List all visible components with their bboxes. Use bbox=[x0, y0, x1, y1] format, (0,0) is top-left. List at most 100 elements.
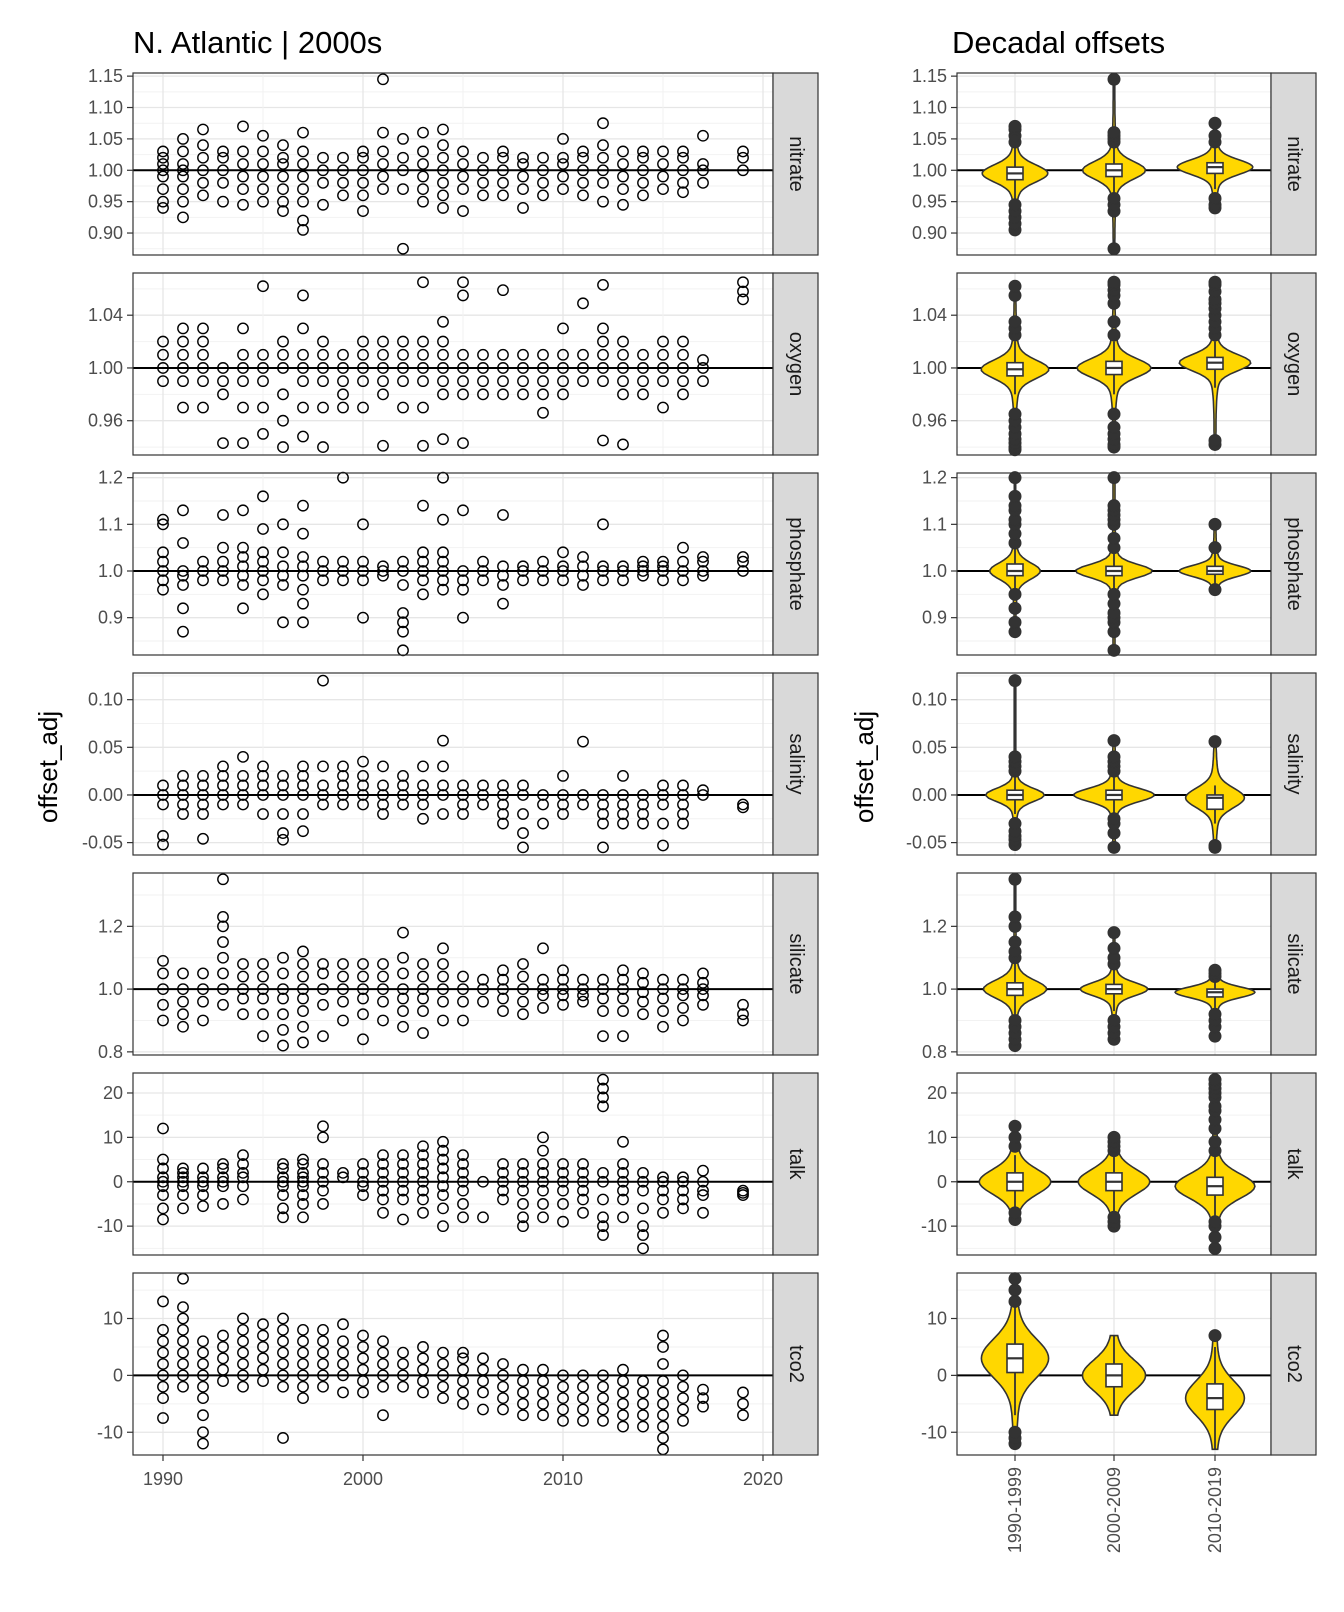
data-point bbox=[177, 401, 189, 414]
data-point bbox=[357, 1175, 369, 1188]
data-point bbox=[517, 970, 529, 983]
data-point bbox=[497, 1158, 509, 1170]
data-point bbox=[357, 983, 369, 996]
data-point bbox=[477, 973, 489, 986]
data-point bbox=[677, 1202, 689, 1215]
data-point bbox=[397, 375, 409, 388]
data-point bbox=[697, 1392, 709, 1405]
facet-strip-label: nitrate bbox=[1283, 136, 1305, 192]
data-point bbox=[357, 145, 369, 158]
data-point bbox=[357, 1033, 369, 1046]
data-point bbox=[177, 1171, 189, 1184]
data-point bbox=[237, 541, 249, 554]
data-point bbox=[457, 205, 469, 217]
data-point bbox=[617, 388, 629, 401]
outlier-point bbox=[1008, 1294, 1022, 1308]
data-point bbox=[477, 574, 489, 587]
data-point bbox=[697, 164, 709, 177]
data-point bbox=[417, 126, 429, 139]
data-point bbox=[697, 967, 709, 980]
data-point bbox=[217, 1363, 229, 1376]
data-point bbox=[257, 490, 269, 503]
data-point bbox=[317, 574, 329, 587]
data-point bbox=[677, 1392, 689, 1405]
data-point bbox=[277, 335, 289, 348]
data-point bbox=[297, 770, 309, 782]
data-point bbox=[257, 1341, 269, 1353]
data-point bbox=[237, 1166, 249, 1179]
data-point bbox=[657, 145, 669, 158]
data-point bbox=[177, 1358, 189, 1370]
data-point bbox=[197, 335, 209, 348]
salinity-y-tick-label: 0.05 bbox=[88, 737, 123, 757]
data-point bbox=[377, 1158, 389, 1170]
data-point bbox=[237, 1358, 249, 1370]
data-point bbox=[457, 1352, 469, 1365]
data-point bbox=[637, 1202, 649, 1215]
data-point bbox=[557, 964, 569, 977]
data-point bbox=[577, 1380, 589, 1393]
data-point bbox=[337, 574, 349, 587]
data-point bbox=[197, 348, 209, 361]
data-point bbox=[537, 1131, 549, 1144]
data-point bbox=[417, 565, 429, 577]
data-point bbox=[257, 808, 269, 820]
data-point bbox=[337, 1014, 349, 1027]
data-point bbox=[297, 958, 309, 970]
data-point bbox=[597, 335, 609, 348]
data-point bbox=[417, 348, 429, 361]
data-point bbox=[397, 1346, 409, 1359]
data-point bbox=[357, 779, 369, 792]
data-point bbox=[697, 565, 709, 577]
data-point bbox=[437, 808, 449, 820]
oxygen-violin-2000-2009 bbox=[1076, 275, 1152, 454]
data-point bbox=[617, 808, 629, 820]
data-point bbox=[517, 1184, 529, 1197]
data-point bbox=[677, 983, 689, 996]
data-point bbox=[217, 1329, 229, 1342]
data-point bbox=[597, 841, 609, 854]
data-point bbox=[357, 958, 369, 970]
outlier-point bbox=[1107, 926, 1121, 940]
iqr-box bbox=[1006, 563, 1024, 577]
data-point bbox=[317, 998, 329, 1011]
data-point bbox=[397, 1158, 409, 1170]
data-point bbox=[677, 1193, 689, 1206]
data-point bbox=[637, 1375, 649, 1387]
data-point bbox=[277, 833, 289, 846]
data-point bbox=[297, 760, 309, 773]
data-point bbox=[477, 565, 489, 577]
data-point bbox=[197, 995, 209, 1008]
data-point bbox=[617, 798, 629, 811]
facet-strip bbox=[1270, 872, 1317, 1056]
data-point bbox=[597, 1403, 609, 1416]
data-point bbox=[437, 1162, 449, 1175]
data-point bbox=[437, 983, 449, 996]
facet-strip bbox=[772, 272, 819, 456]
data-point bbox=[417, 401, 429, 414]
data-point bbox=[577, 164, 589, 177]
data-point bbox=[197, 967, 209, 980]
data-point bbox=[257, 970, 269, 983]
data-point bbox=[337, 388, 349, 401]
data-point bbox=[177, 967, 189, 980]
data-point bbox=[457, 1363, 469, 1376]
data-point bbox=[657, 789, 669, 801]
data-point bbox=[297, 401, 309, 414]
data-point bbox=[277, 546, 289, 559]
data-point bbox=[737, 1409, 749, 1422]
data-point bbox=[297, 970, 309, 983]
data-point bbox=[657, 973, 669, 986]
data-point bbox=[597, 1211, 609, 1224]
data-point bbox=[457, 170, 469, 183]
data-point bbox=[437, 970, 449, 983]
outlier-point bbox=[1107, 1130, 1121, 1144]
data-point bbox=[617, 335, 629, 348]
outlier-point bbox=[1107, 734, 1121, 748]
outlier-point bbox=[1107, 1210, 1121, 1224]
data-point bbox=[737, 551, 749, 563]
data-point bbox=[597, 808, 609, 820]
facet-strip-label: silicate bbox=[1283, 933, 1305, 994]
outlier-point bbox=[1008, 1013, 1022, 1027]
data-point bbox=[537, 574, 549, 587]
